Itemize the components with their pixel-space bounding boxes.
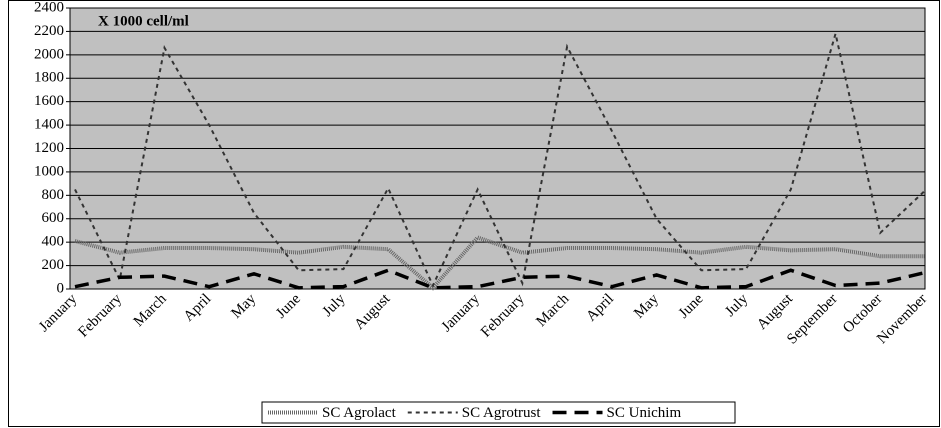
y-tick-label: 2200 (34, 23, 64, 39)
y-tick-label: 2000 (34, 46, 64, 62)
legend-label: SC Unichim (607, 405, 682, 421)
annotation: X 1000 cell/ml (98, 13, 189, 29)
y-tick-label: 800 (42, 187, 65, 203)
y-tick-label: 200 (42, 257, 65, 273)
legend-label: SC Agrolact (322, 405, 397, 421)
plot-border (69, 7, 926, 290)
y-tick-label: 600 (42, 210, 65, 226)
series-line (74, 268, 926, 290)
y-tick-label: 1400 (34, 117, 64, 133)
y-tick-label: 400 (42, 234, 65, 250)
y-tick-label: 1600 (34, 93, 64, 109)
legend-label: SC Agrotrust (462, 405, 542, 421)
y-tick-label: 1200 (34, 140, 64, 156)
series-line (74, 33, 926, 288)
y-tick-label: 2400 (34, 0, 64, 15)
y-tick-label: 0 (57, 280, 65, 296)
y-tick-label: 1000 (34, 163, 64, 179)
legend-box (261, 401, 736, 424)
y-tick-label: 1800 (34, 70, 64, 86)
